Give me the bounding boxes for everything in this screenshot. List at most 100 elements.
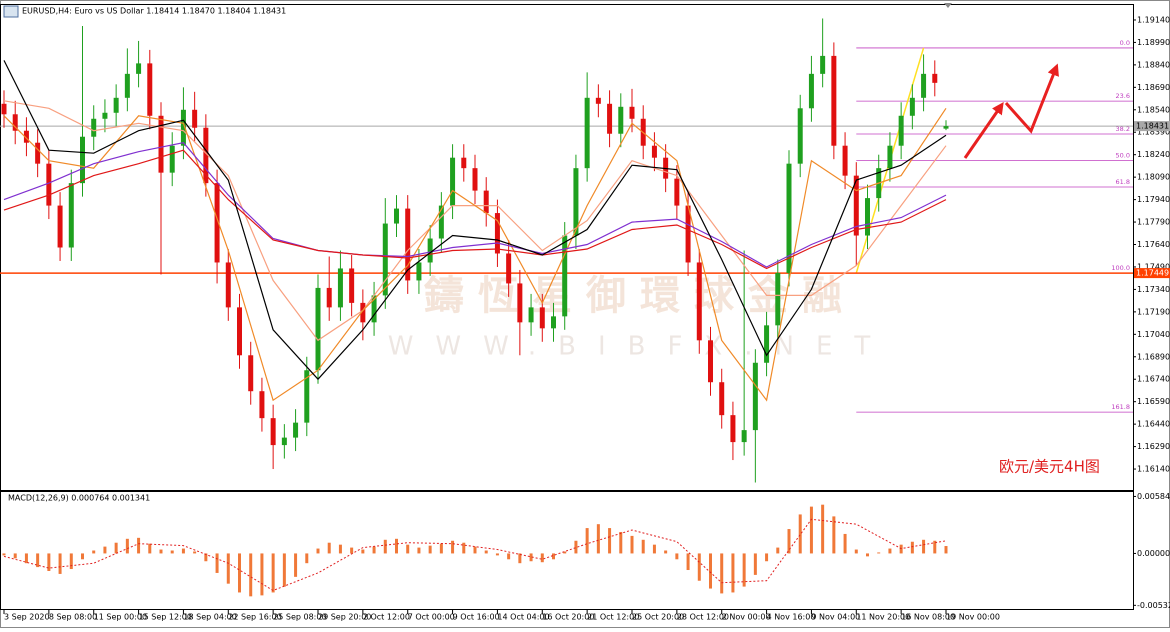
- moving-average: [3, 107, 947, 402]
- candle-body: [337, 268, 343, 308]
- y-tick-label: 1.16890: [1137, 352, 1170, 361]
- y-tick-label: 1.18690: [1137, 83, 1170, 92]
- macd-bar: [294, 553, 298, 577]
- candle-body: [786, 163, 792, 273]
- fib-label: 61.8: [1116, 178, 1130, 186]
- fib-label: 50.0: [1116, 152, 1130, 160]
- candle-body: [394, 208, 399, 224]
- macd-bar: [664, 550, 668, 554]
- macd-bar: [731, 553, 735, 593]
- macd-bar: [866, 553, 869, 557]
- macd-bar: [652, 544, 656, 554]
- macd-bar: [821, 504, 825, 554]
- macd-bar: [675, 553, 679, 560]
- candle-body: [943, 126, 949, 129]
- shift-marker: [944, 3, 952, 8]
- macd-bar: [596, 524, 600, 554]
- y-tick-label: 1.17190: [1137, 307, 1170, 316]
- macd-bar: [181, 548, 185, 554]
- fib-label: 23.6: [1116, 92, 1130, 100]
- macd-bar: [92, 550, 96, 554]
- candle-body: [371, 295, 377, 323]
- macd-bar: [137, 537, 141, 554]
- x-tick-label: 15 Sep 12:00: [139, 613, 192, 622]
- candle-body: [102, 112, 108, 119]
- macd-bar: [877, 552, 881, 554]
- y-tick-label: 1.18540: [1137, 105, 1170, 114]
- macd-bar: [406, 544, 410, 554]
- watermark-url: WWW.BIBFX.NET: [388, 332, 893, 362]
- candle-body: [842, 145, 848, 176]
- y-tick-label: 1.17490: [1137, 262, 1170, 271]
- x-tick-label: 9 Oct 16:00: [453, 613, 500, 622]
- candle-body: [797, 108, 803, 164]
- fib-label: 100.0: [1111, 264, 1130, 272]
- macd-bar: [13, 553, 17, 559]
- macd-bar: [910, 541, 914, 554]
- y-tick-label: 1.19140: [1137, 15, 1170, 24]
- candle-body: [764, 325, 770, 363]
- y-tick-label: 1.18090: [1137, 173, 1170, 182]
- x-tick-label: 2 Oct 12:00: [363, 613, 410, 622]
- candle-body: [450, 157, 456, 206]
- macd-bar: [249, 553, 253, 597]
- macd-bar: [495, 553, 499, 556]
- macd-bar: [204, 553, 208, 562]
- candle-body: [921, 73, 927, 98]
- candle-body: [483, 190, 489, 214]
- macd-bar: [843, 533, 847, 554]
- candle-body: [808, 73, 814, 109]
- y-tick-label: 1.18390: [1137, 128, 1170, 137]
- macd-bar: [518, 553, 522, 564]
- x-tick-label: 11 Nov 20:00: [856, 613, 910, 622]
- macd-bar: [787, 529, 791, 554]
- candle-body: [214, 183, 220, 263]
- candle-body: [405, 208, 411, 281]
- macd-bar: [854, 549, 858, 554]
- x-tick-label: 28 Oct 12:00: [677, 613, 729, 622]
- macd-bar: [742, 553, 746, 587]
- moving-average: [3, 60, 947, 381]
- macd-bar: [282, 553, 286, 587]
- candle-body: [887, 145, 893, 169]
- macd-bar: [888, 548, 892, 554]
- macd-bar: [58, 553, 62, 574]
- macd-bar: [159, 549, 163, 554]
- candle-body: [551, 316, 556, 329]
- candle-body: [1, 103, 7, 115]
- macd-bar: [170, 550, 174, 554]
- macd-bar: [417, 547, 421, 554]
- macd-bar: [922, 539, 926, 554]
- macd-bar: [327, 542, 331, 554]
- candle-body: [248, 355, 254, 392]
- candle-body: [360, 302, 366, 323]
- fib-label: 0.0: [1120, 39, 1130, 47]
- y-tick-label: 1.16140: [1137, 465, 1170, 474]
- macd-bar: [832, 516, 836, 554]
- macd-bar: [933, 540, 937, 554]
- main-panel: [0, 4, 1134, 491]
- macd-bar: [709, 553, 712, 589]
- x-tick-label: 16 Oct 20:00: [542, 613, 594, 622]
- macd-bar: [563, 551, 567, 554]
- macd-bar: [125, 538, 129, 554]
- candle-body: [494, 213, 500, 254]
- x-tick-label: 11 Sep 00:00: [94, 613, 147, 622]
- candle-body: [147, 63, 153, 116]
- macd-bar: [24, 553, 28, 564]
- y-tick-label: 0.005845: [1137, 492, 1170, 501]
- macd-bar: [529, 553, 533, 562]
- x-tick-label: 3 Sep 2020: [4, 613, 50, 622]
- candle-body: [349, 268, 355, 303]
- candle-body: [293, 422, 299, 438]
- macd-bar: [148, 543, 152, 554]
- y-tick-label: 1.16440: [1137, 420, 1170, 429]
- candle-body: [775, 272, 781, 326]
- candle-body: [607, 103, 613, 134]
- x-tick-label: 14 Oct 04:00: [497, 613, 549, 622]
- macd-bar: [507, 553, 511, 560]
- candle-body: [584, 97, 590, 169]
- macd-bar: [383, 539, 387, 554]
- macd-bar: [36, 553, 40, 568]
